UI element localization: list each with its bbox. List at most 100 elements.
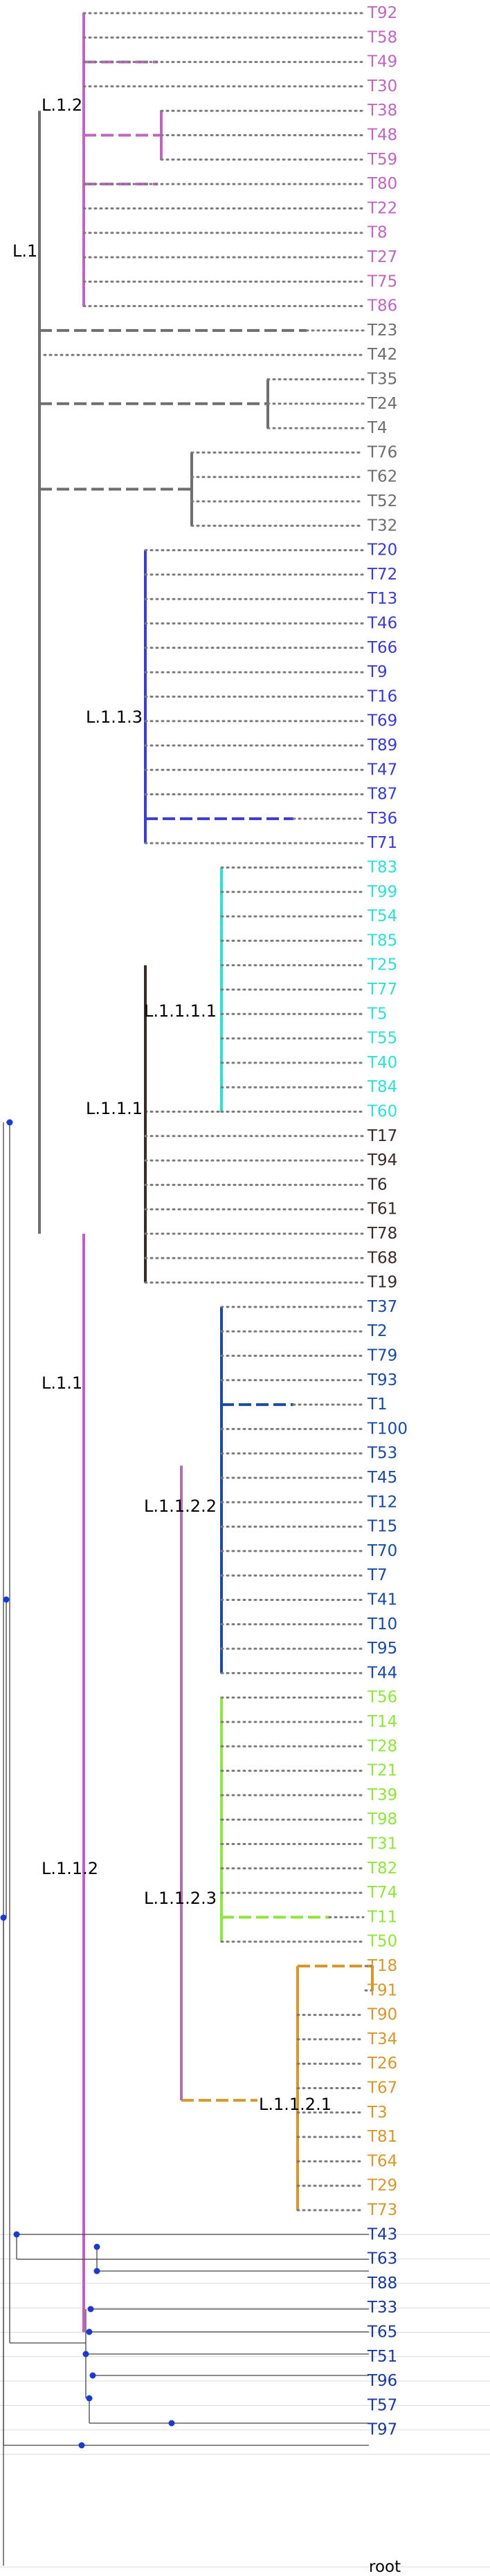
leaf-label: T24 — [367, 395, 397, 413]
leaf-label: T66 — [367, 639, 397, 657]
leaf-label: T16 — [367, 687, 397, 705]
leaf-label: T38 — [367, 102, 397, 120]
leaf-label: T40 — [367, 1054, 397, 1072]
clade-label-l1-1-1-1: L.1.1.1.1 — [144, 1001, 217, 1021]
leaf-label: T10 — [367, 1615, 397, 1633]
leaf-label: T58 — [367, 28, 397, 46]
clade-label-l1-1-2-1: L.1.1.2.1 — [259, 2095, 332, 2114]
leaf-label: T86 — [367, 297, 397, 315]
leaf-label: T48 — [367, 127, 397, 145]
leaf-label: T88 — [367, 2274, 397, 2292]
node-marker — [87, 2306, 94, 2313]
leaf-label: T1 — [367, 1396, 388, 1414]
leaf-label: T18 — [367, 1957, 397, 1975]
clade-label-l1-1-3: L.1.1.3 — [86, 707, 143, 727]
leaf-label: T30 — [367, 77, 397, 95]
leaf-label: T42 — [367, 346, 397, 364]
node-marker — [168, 2420, 175, 2427]
leaf-label: T14 — [367, 1713, 397, 1731]
leaf-label: T32 — [367, 517, 397, 535]
leaf-label: T63 — [367, 2250, 397, 2268]
leaf-label: T67 — [367, 2079, 397, 2097]
node-marker — [86, 2328, 93, 2335]
leaf-label: T68 — [367, 1249, 397, 1267]
leaf-label: T39 — [367, 1786, 397, 1804]
grid-layer — [0, 2234, 490, 2568]
leaf-label: T52 — [367, 492, 397, 510]
clade-label-l1-1-2-2: L.1.1.2.2 — [144, 1497, 217, 1516]
leaf-label: T76 — [367, 443, 397, 461]
node-marker — [93, 2268, 100, 2274]
node-marker — [89, 2372, 96, 2379]
leaf-label: T74 — [367, 1884, 397, 1902]
leaf-label: T77 — [367, 981, 397, 999]
leaf-label: T46 — [367, 615, 397, 633]
leaf-label: T83 — [367, 859, 397, 877]
leaf-label: T93 — [367, 1371, 397, 1389]
leaf-label: T5 — [367, 1005, 388, 1023]
leaf-label: T97 — [367, 2421, 397, 2439]
clade-label-l1: L.1 — [12, 241, 37, 261]
leaf-label: T26 — [367, 2055, 397, 2073]
leaf-label: T100 — [367, 1420, 408, 1438]
leaf-label: T84 — [367, 1078, 397, 1096]
leaf-label: T70 — [367, 1542, 397, 1560]
leaf-label: T20 — [367, 541, 397, 559]
leaf-label: T56 — [367, 1689, 397, 1707]
leaf-label: T78 — [367, 1225, 397, 1243]
leaf-label: T53 — [367, 1445, 397, 1463]
node-marker — [6, 1119, 13, 1126]
leaf-label: T17 — [367, 1127, 397, 1145]
leaf-label: T59 — [367, 151, 397, 169]
leaf-label: T35 — [367, 371, 397, 389]
leaf-label: T31 — [367, 1835, 397, 1853]
leaf-label: T75 — [367, 272, 397, 290]
node-marker — [13, 2231, 20, 2238]
leaf-label: T87 — [367, 786, 397, 804]
leaf-label: T37 — [367, 1298, 397, 1316]
leaf-label: T96 — [367, 2372, 397, 2390]
clade-label-l1-1-1: L.1.1.1 — [86, 1099, 143, 1118]
node-marker — [82, 2351, 89, 2357]
node-marker — [93, 2243, 100, 2250]
leaf-label: T6 — [367, 1176, 388, 1194]
leaf-label: T51 — [367, 2348, 397, 2366]
leaf-label: T57 — [367, 2396, 397, 2414]
leaf-label: T92 — [367, 4, 397, 22]
leaf-label: T22 — [367, 199, 397, 217]
leaf-label: T44 — [367, 1664, 397, 1682]
leaf-label: T23 — [367, 322, 397, 340]
leaf-label: T2 — [367, 1322, 388, 1340]
leaf-label: T91 — [367, 1981, 397, 1999]
edge-layer — [0, 13, 374, 2566]
leaf-label: T82 — [367, 1860, 397, 1878]
leaf-label: T19 — [367, 1274, 397, 1292]
leaf-label: T72 — [367, 566, 397, 584]
leaf-label: T8 — [367, 224, 388, 242]
node-marker — [86, 2395, 93, 2402]
leaf-label: T36 — [367, 810, 397, 828]
leaf-label: T90 — [367, 2006, 397, 2024]
leaf-label: T65 — [367, 2324, 397, 2342]
leaf-label: T15 — [367, 1518, 397, 1536]
clade-label-l1-1: L.1.1 — [42, 1373, 82, 1393]
leaf-label: T28 — [367, 1737, 397, 1755]
leaf-label: T69 — [367, 712, 397, 730]
leaf-label: T29 — [367, 2177, 397, 2195]
leaf-label: T11 — [367, 1908, 397, 1926]
leaf-label: T99 — [367, 883, 397, 901]
leaf-label: T27 — [367, 248, 397, 266]
leaf-label: T25 — [367, 956, 397, 974]
leaf-label: T34 — [367, 2030, 397, 2048]
leaf-label: T9 — [367, 663, 388, 681]
leaf-label: T21 — [367, 1762, 397, 1780]
leaf-label: T80 — [367, 175, 397, 193]
node-marker — [0, 1914, 7, 1921]
leaf-label: T55 — [367, 1030, 397, 1048]
leaf-label: T61 — [367, 1201, 397, 1218]
leaf-label: T7 — [367, 1566, 388, 1584]
leaf-label: T81 — [367, 2128, 397, 2146]
leaf-label: T73 — [367, 2201, 397, 2219]
leaf-label: T4 — [367, 419, 388, 437]
